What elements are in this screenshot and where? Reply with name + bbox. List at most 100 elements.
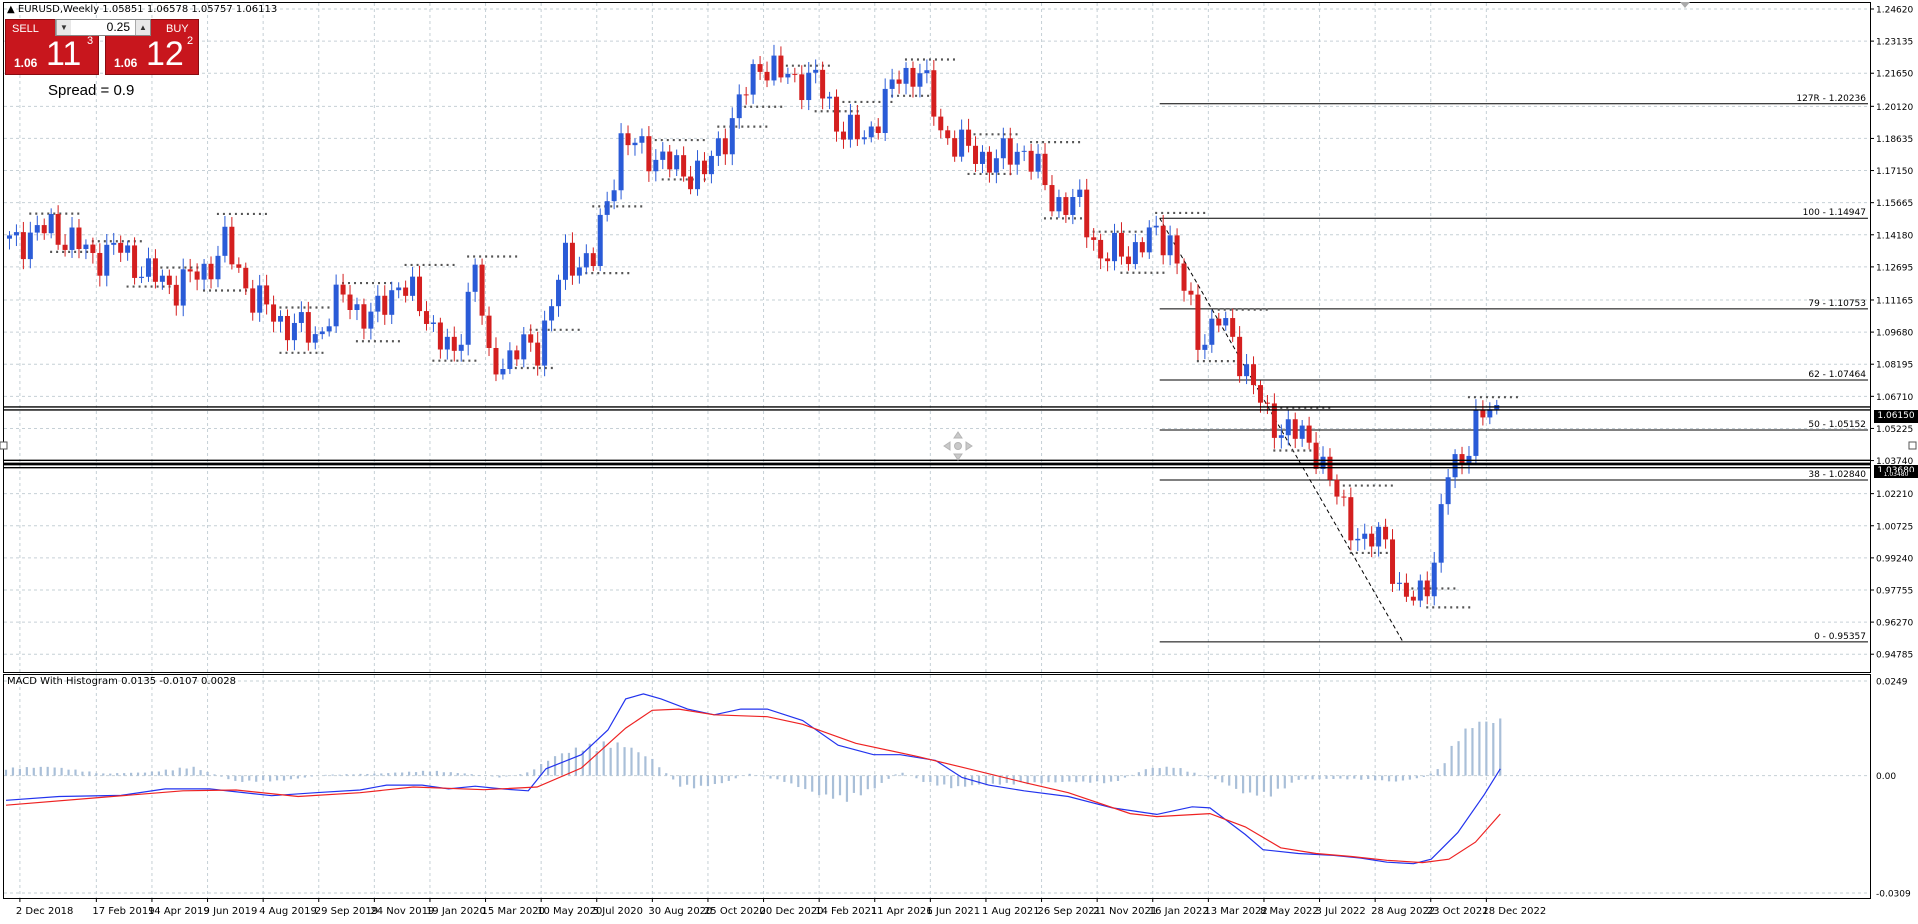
candle-body xyxy=(479,264,485,316)
candle-body xyxy=(423,311,429,324)
candle-body xyxy=(1063,197,1069,215)
candle-body xyxy=(243,267,249,289)
candle-body xyxy=(674,155,680,170)
candle-body xyxy=(354,304,360,310)
time-tick-label: 14 Feb 2021 xyxy=(815,906,877,917)
price-tick-label: 1.23135 xyxy=(1876,38,1913,48)
candle-body xyxy=(250,288,256,313)
candle-body xyxy=(291,322,297,341)
candle-body xyxy=(396,287,402,291)
price-tick-label: 1.18635 xyxy=(1876,135,1913,145)
candle-body xyxy=(1146,227,1152,253)
macd-panel[interactable] xyxy=(3,674,1871,899)
candle-body xyxy=(604,201,610,215)
sell-price-prefix: 1.06 xyxy=(14,56,38,70)
candle-body xyxy=(611,190,617,202)
time-tick-label: 28 Aug 2022 xyxy=(1371,906,1435,917)
candle-body xyxy=(215,255,221,280)
sell-price-pips: 11 xyxy=(46,35,82,73)
candle-body xyxy=(834,96,840,132)
candle-body xyxy=(361,304,367,329)
candle-body xyxy=(132,245,138,278)
candle-body xyxy=(1445,477,1451,505)
candle-body xyxy=(1271,403,1277,438)
price-tick-label: 0.99240 xyxy=(1876,554,1913,564)
candle-body xyxy=(417,276,423,312)
candle-body xyxy=(27,232,33,260)
candle-body xyxy=(590,253,596,266)
candle-body xyxy=(389,290,395,315)
candle-body xyxy=(778,55,784,78)
time-tick-label: 9 Jun 2019 xyxy=(204,906,258,917)
horizontal-lines[interactable] xyxy=(4,406,1870,469)
candle-body xyxy=(1438,504,1444,563)
time-tick-label: 5 Jul 2020 xyxy=(593,906,643,917)
sell-label: SELL xyxy=(12,23,39,35)
candle-body xyxy=(257,285,263,313)
candle-body xyxy=(278,315,284,322)
candle-body xyxy=(69,227,75,250)
time-tick-label: 21 Nov 2021 xyxy=(1093,906,1157,917)
lot-size-input[interactable]: ▼ 0.25 ▲ xyxy=(55,19,151,36)
candle-body xyxy=(1000,138,1006,159)
time-tick-label: 23 Oct 2022 xyxy=(1427,906,1489,917)
candle-body xyxy=(1452,454,1458,478)
candle-body xyxy=(1091,237,1097,240)
resize-handle-left[interactable] xyxy=(0,441,8,450)
candle-body xyxy=(827,96,833,99)
lot-decrease-arrow-icon[interactable]: ▼ xyxy=(56,20,71,35)
candle-body xyxy=(1042,153,1048,186)
time-tick-label: 20 Dec 2020 xyxy=(760,906,824,917)
candle-body xyxy=(562,242,568,280)
candle-body xyxy=(576,267,582,276)
time-tick-label: 17 Feb 2019 xyxy=(92,906,154,917)
candle-body xyxy=(695,160,701,190)
candle-body xyxy=(319,331,325,335)
candle-body xyxy=(166,275,172,285)
candle-body xyxy=(305,312,311,343)
candle-body xyxy=(62,244,68,250)
candle-body xyxy=(1355,538,1361,541)
time-tick-label: 6 Jun 2021 xyxy=(926,906,980,917)
candle-body xyxy=(1237,336,1243,377)
price-tick-label: 1.09680 xyxy=(1876,329,1913,339)
candle-body xyxy=(201,263,207,280)
candle-body xyxy=(785,73,791,78)
candle-body xyxy=(465,291,471,345)
candle-body xyxy=(55,214,61,245)
candle-body xyxy=(125,245,131,253)
time-tick-label: 11 Apr 2021 xyxy=(871,906,933,917)
candle-body xyxy=(236,264,242,268)
fibonacci-level-label: 79 - 1.10753 xyxy=(1808,299,1866,309)
candle-body xyxy=(528,334,534,343)
candle-body xyxy=(903,67,909,84)
candle-body xyxy=(326,326,332,332)
buy-price-pips: 12 xyxy=(146,35,184,73)
candle-body xyxy=(660,151,666,160)
candle-body xyxy=(472,264,478,292)
fibonacci-level-label: 100 - 1.14947 xyxy=(1803,208,1866,218)
chart-title: ▲ EURUSD,Weekly 1.05851 1.06578 1.05757 … xyxy=(7,4,278,15)
candle-body xyxy=(118,242,124,253)
collapse-triangle-icon[interactable]: ▲ xyxy=(7,4,15,15)
candle-body xyxy=(688,176,694,190)
fibonacci-levels[interactable]: 127R - 1.20236 100 - 1.14947 79 - 1.10753 6… xyxy=(1159,94,1868,643)
resize-handle-right[interactable] xyxy=(1908,441,1917,450)
candle-body xyxy=(13,232,19,236)
candle-body xyxy=(1410,596,1416,601)
time-tick-label: 3 Jul 2022 xyxy=(1316,906,1366,917)
candle-body xyxy=(48,214,54,234)
candle-body xyxy=(764,71,770,81)
candle-body xyxy=(1084,189,1090,238)
candle-body xyxy=(736,94,742,119)
candle-body xyxy=(145,258,151,277)
candle-body xyxy=(284,315,290,341)
lot-increase-arrow-icon[interactable]: ▲ xyxy=(135,20,150,35)
candle-body xyxy=(1313,442,1319,469)
price-panel[interactable] xyxy=(3,2,1871,673)
candle-body xyxy=(333,284,339,327)
candle-body xyxy=(597,214,603,266)
time-tick-label: 8 May 2022 xyxy=(1260,906,1319,917)
